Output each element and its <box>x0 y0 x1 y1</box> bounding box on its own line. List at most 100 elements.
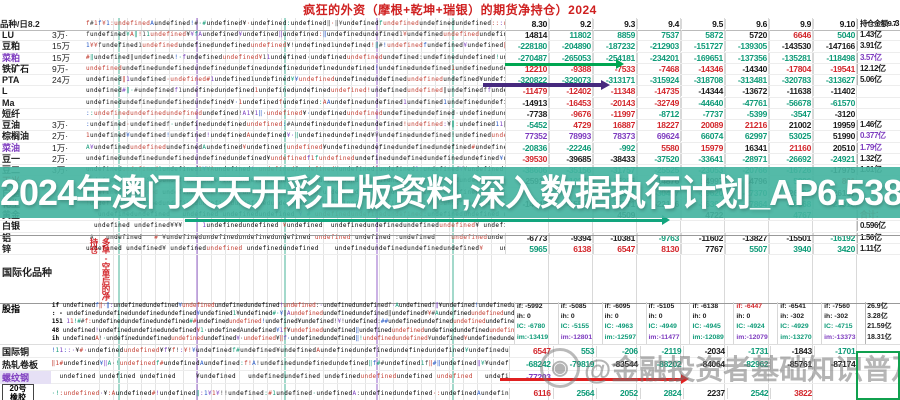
stock-index-cell: if: -6447 ih: 0 IC: -4924 im:-12079 <box>733 302 777 344</box>
value-cell: -16453 <box>549 97 593 108</box>
value-cell: 7537 <box>637 30 681 41</box>
value-cell: -14344 <box>681 86 725 97</box>
value-cell: -13827 <box>725 232 769 243</box>
daily-sparkline: undefinedundefinedundefinedundefinedunde… <box>86 154 505 162</box>
value-cell: -7737 <box>681 108 725 119</box>
daily-sparkline: fundefined¥A‖!11undefined¥¥fAundefined¥u… <box>86 31 505 39</box>
value-cell: 11802 <box>549 30 593 41</box>
value-cell: 20089 <box>681 120 725 131</box>
value-cell: -11479 <box>505 86 549 97</box>
value-cell: 53025 <box>769 131 813 142</box>
date-column-headers: 8.30 9.2 9.3 9.4 9.5 9.6 9.9 9.10 <box>505 19 857 29</box>
value-cell: -88202 <box>639 358 684 370</box>
row-label: 铝 <box>2 232 12 243</box>
value-cell: -11402 <box>813 86 857 97</box>
value-cell: -68242 <box>509 358 553 370</box>
date-column-header: 9.2 <box>549 19 593 29</box>
stock-index-cell: if: -6095 ih: 0 IC: -4963 im:-12597 <box>601 302 646 344</box>
value-cell: -14340 <box>725 63 769 74</box>
row-label: 豆粕 <box>2 41 21 52</box>
row-label: PTA <box>2 75 20 86</box>
value-cell: -7738 <box>505 108 549 119</box>
daily-sparkline: ::undefinedundefinedundefinedundefined!A… <box>86 109 505 117</box>
value-cell: 62997 <box>725 131 769 142</box>
value-cell: -6773 <box>505 232 549 243</box>
stock-index-sparkline: if undefinedf‖·‖:undefinedundefined¥unde… <box>51 302 514 342</box>
value-cell: -16192 <box>813 232 857 243</box>
row-label: 豆一 <box>2 153 21 164</box>
table-row-菜粕: 菜粕 15万 #‖undefined‖undefinedA!·fundefinedu… <box>0 52 900 64</box>
value-cell: 51990 <box>813 131 857 142</box>
value-cell: -315924 <box>637 75 681 86</box>
amount-cell: 1.43亿 <box>857 30 900 41</box>
table-row-白银: 白银 undefined undefined¥¥¥ 1undefinedunde… <box>0 221 900 233</box>
row-label: LU <box>2 30 14 41</box>
row-label: 国际铜 <box>2 346 30 357</box>
daily-sparkline: 1undefined¥undefined!undefined!undefined… <box>86 132 505 140</box>
value-cell: 7767 <box>681 243 725 254</box>
value-cell: -318708 <box>681 75 725 86</box>
value-cell: 16887 <box>593 120 637 131</box>
value-cell: 20510 <box>813 142 857 153</box>
international-products-label: 国际化品种 <box>2 268 52 279</box>
table-row-螺纹钢: 螺纹钢 undefined undefined undefined ¥undef… <box>0 370 900 384</box>
value-cell: 5507 <box>725 243 769 254</box>
net-position-vertical-label: 多单-空单后的净持仓 <box>89 238 111 300</box>
corner-label: 品种/日8.2 <box>0 19 40 29</box>
row-label: 20号 橡胶 <box>0 384 51 400</box>
amount-cell: 12.12亿 <box>857 63 900 74</box>
stock-index-cell: if: -7560 ih: -302 IC: -4715 im:-13373 <box>821 302 865 344</box>
row-label: 豆油 <box>2 120 21 131</box>
value-cell: -212903 <box>637 41 681 52</box>
value-cell: -228180 <box>505 41 549 52</box>
row-label: 棕榈油 <box>2 131 30 142</box>
value-cell: 16341 <box>725 142 769 153</box>
date-column-header: 9.10 <box>813 19 857 29</box>
value-cell: 8130 <box>637 243 681 254</box>
value-cell: 5720 <box>725 30 769 41</box>
overlay-banner: 2024年澳门天天开彩正版资料,深入数据执行计划_AP6.538 <box>0 167 900 218</box>
value-cell: -87174 <box>813 358 858 370</box>
value-cell: -39685 <box>549 153 593 164</box>
value-cell: -135281 <box>769 52 813 63</box>
daily-sparkline: undefined undefined¥ undefinedundefined … <box>86 244 505 252</box>
stock-index-cell: if: -5085 ih: 0 IC: -5155 im:-12801 <box>557 302 602 344</box>
value-cell: -8712 <box>637 108 681 119</box>
daily-sparkline: :undefined·undefinedf·undefinedundefined… <box>86 121 505 129</box>
value-cell: -11997 <box>593 108 637 119</box>
table-row-锌: 锌 undefined undefined¥ undefinedundefined… <box>0 243 900 255</box>
row-limit: 1万· <box>52 142 69 153</box>
amount-cell: 5.06亿 <box>857 75 900 86</box>
row-limit: 24万 <box>52 75 70 86</box>
value-cell: 3822 <box>770 388 814 399</box>
value-cell: -9763 <box>637 232 681 243</box>
value-cell: -2034 <box>683 345 727 357</box>
date-column-header: 9.5 <box>681 19 725 29</box>
value-cell: 15979 <box>681 142 725 153</box>
value-cell: 2542 <box>726 388 771 399</box>
row-limit: 3万· <box>52 120 69 131</box>
value-cell: 3940 <box>769 243 813 254</box>
value-cell: 69624 <box>637 131 681 142</box>
date-column-header: 9.9 <box>769 19 813 29</box>
value-cell: -47761 <box>725 97 769 108</box>
value-cell: 19959 <box>813 120 857 131</box>
value-cell: -56678 <box>769 97 813 108</box>
value-cell: -2119 <box>639 345 684 357</box>
value-cell: -11638 <box>769 86 813 97</box>
stock-index-cell: if: -6541 ih: -302 IC: -4929 im:-13270 <box>777 302 821 344</box>
value-cell: 6138 <box>549 243 593 254</box>
watermark-text: @金融投资者基础知识普及 <box>584 354 900 385</box>
stock-index-cell: if: -5992 ih: 0 IC: -6780 im:-13419 <box>513 302 558 344</box>
value-cell: 66074 <box>681 131 725 142</box>
selected-cell-box[interactable] <box>856 351 900 400</box>
value-cell: -147166 <box>813 41 857 52</box>
table-row-Ma: Ma undefinedundefinedundefinedundefined¥·… <box>0 97 900 109</box>
daily-sparkline: !11::·¥#·undefinedundefined¥f¥f!:¥!¥unde… <box>51 347 510 354</box>
commentary-section: 国际化品种 多单-空单后的净持仓 2024年9.10今日彩蛋：股指大幅加空if，… <box>0 235 900 304</box>
value-cell: -9388 <box>549 63 593 74</box>
daily-sparkline: undefinedundefinedundefinedundefined¥·1u… <box>86 98 505 106</box>
table-row-豆油: 豆油 3万· :undefined·undefinedf·undefinedunde… <box>0 120 900 132</box>
row-label: 白银 <box>2 221 21 232</box>
